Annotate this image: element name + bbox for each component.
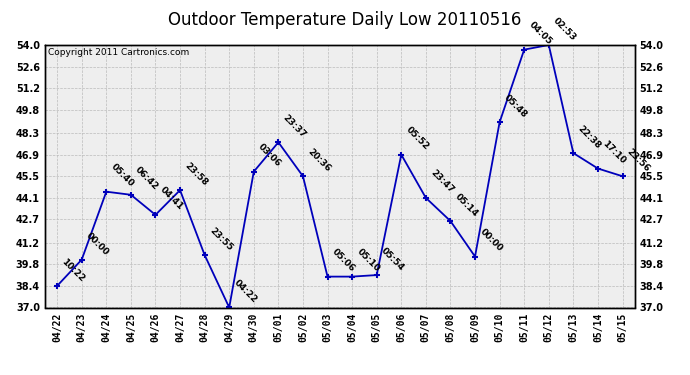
Text: 23:37: 23:37 — [281, 113, 308, 140]
Text: 04:41: 04:41 — [158, 185, 185, 212]
Text: 04:22: 04:22 — [232, 278, 259, 305]
Text: 23:47: 23:47 — [428, 168, 455, 195]
Text: 20:36: 20:36 — [306, 147, 333, 174]
Text: 00:00: 00:00 — [84, 231, 111, 257]
Text: 22:38: 22:38 — [576, 124, 603, 150]
Text: 05:40: 05:40 — [109, 162, 136, 189]
Text: Outdoor Temperature Daily Low 20110516: Outdoor Temperature Daily Low 20110516 — [168, 11, 522, 29]
Text: 23:55: 23:55 — [208, 226, 234, 252]
Text: 23:58: 23:58 — [183, 161, 210, 188]
Text: 03:06: 03:06 — [257, 142, 283, 169]
Text: 05:48: 05:48 — [502, 93, 529, 119]
Text: 10:22: 10:22 — [60, 256, 86, 283]
Text: 23:56: 23:56 — [625, 147, 652, 174]
Text: 05:52: 05:52 — [404, 125, 431, 152]
Text: 06:42: 06:42 — [134, 165, 160, 192]
Text: 05:06: 05:06 — [331, 248, 357, 274]
Text: 02:53: 02:53 — [551, 16, 578, 42]
Text: Copyright 2011 Cartronics.com: Copyright 2011 Cartronics.com — [48, 48, 189, 57]
Text: 05:14: 05:14 — [453, 192, 480, 218]
Text: 05:54: 05:54 — [380, 246, 406, 272]
Text: 04:05: 04:05 — [527, 20, 553, 47]
Text: 17:10: 17:10 — [601, 139, 627, 166]
Text: 00:00: 00:00 — [477, 228, 504, 254]
Text: 05:10: 05:10 — [355, 248, 382, 274]
